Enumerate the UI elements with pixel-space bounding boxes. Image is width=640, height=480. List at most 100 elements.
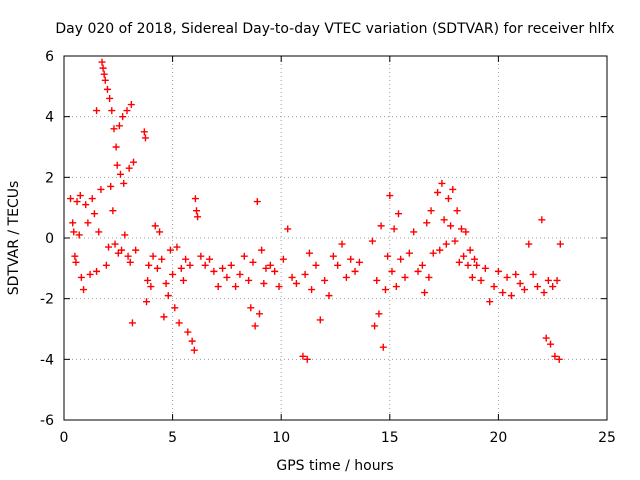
data-point [190, 346, 198, 354]
data-point [503, 273, 511, 281]
data-point [76, 192, 84, 200]
data-point [153, 264, 161, 272]
data-point [305, 249, 313, 257]
data-point [132, 246, 140, 254]
data-point [316, 316, 324, 324]
data-point [240, 252, 248, 260]
x-tick-label: 0 [60, 430, 69, 446]
data-point [184, 328, 192, 336]
data-point [247, 304, 255, 312]
data-point [338, 240, 346, 248]
data-point [71, 252, 79, 260]
data-point [158, 255, 166, 263]
data-point [418, 261, 426, 269]
data-point [351, 267, 359, 275]
data-point [414, 267, 422, 275]
y-tick-label: -2 [40, 292, 54, 308]
data-point [444, 195, 452, 203]
data-point [110, 125, 118, 133]
data-point [186, 261, 194, 269]
data-point [175, 319, 183, 327]
data-point [466, 246, 474, 254]
data-point [151, 222, 159, 230]
data-point [73, 198, 81, 206]
data-point [429, 249, 437, 257]
data-point [210, 267, 218, 275]
data-point [72, 258, 80, 266]
data-point [421, 289, 429, 297]
data-point [542, 334, 550, 342]
data-point [164, 292, 172, 300]
data-point [127, 101, 135, 109]
data-point [555, 355, 563, 363]
y-tick-label: 4 [45, 110, 54, 126]
data-point [100, 70, 108, 78]
data-point [103, 85, 111, 93]
data-point [227, 261, 235, 269]
data-point [455, 258, 463, 266]
data-point [121, 231, 129, 239]
data-point [490, 283, 498, 291]
data-point [499, 289, 507, 297]
data-point [473, 261, 481, 269]
data-point [401, 273, 409, 281]
data-point [516, 280, 524, 287]
data-point [140, 128, 148, 136]
data-point [384, 252, 392, 260]
data-point [275, 283, 283, 291]
data-point [397, 255, 405, 263]
plot-frame [63, 55, 608, 421]
data-point [464, 261, 472, 269]
data-point [84, 219, 92, 227]
data-point [171, 304, 179, 312]
data-point [292, 280, 300, 287]
chart-title: Day 020 of 2018, Sidereal Day-to-day VTE… [55, 21, 614, 37]
data-point [427, 207, 435, 215]
data-point [388, 267, 396, 275]
data-point [149, 252, 157, 260]
data-point [457, 225, 465, 233]
data-point [451, 237, 459, 245]
y-axis-label: SDTVAR / TECUs [6, 181, 22, 296]
data-point [173, 243, 181, 251]
data-point [386, 192, 394, 200]
data-point [342, 273, 350, 281]
data-point [107, 182, 115, 190]
data-point [371, 322, 379, 330]
data-point [405, 249, 413, 257]
data-point [95, 228, 103, 236]
data-point [98, 58, 106, 66]
data-point [377, 222, 385, 230]
data-point [105, 243, 113, 251]
data-point [540, 289, 548, 297]
data-points [67, 58, 564, 363]
x-tick-label: 10 [272, 430, 290, 446]
data-point [556, 240, 564, 248]
data-point [533, 283, 541, 291]
data-point [299, 352, 307, 360]
data-point [321, 276, 329, 284]
data-point [434, 189, 442, 196]
data-point [93, 267, 101, 275]
data-point [471, 255, 479, 263]
data-point [549, 283, 557, 291]
data-point [440, 216, 448, 224]
data-point [368, 237, 376, 245]
data-point [70, 228, 78, 236]
y-tick-label: -6 [40, 413, 54, 429]
y-tick-label: 0 [45, 231, 54, 247]
data-point [75, 231, 83, 239]
data-point [436, 246, 444, 254]
data-point [379, 343, 387, 351]
data-point [390, 225, 398, 233]
data-point [145, 261, 153, 269]
data-point [69, 219, 77, 227]
x-tick-label: 25 [598, 430, 616, 446]
data-point [93, 107, 101, 115]
data-point [462, 228, 470, 236]
data-point [284, 225, 292, 233]
data-point [288, 273, 296, 281]
data-point [375, 310, 383, 318]
data-point [303, 355, 311, 363]
data-point [355, 258, 363, 266]
